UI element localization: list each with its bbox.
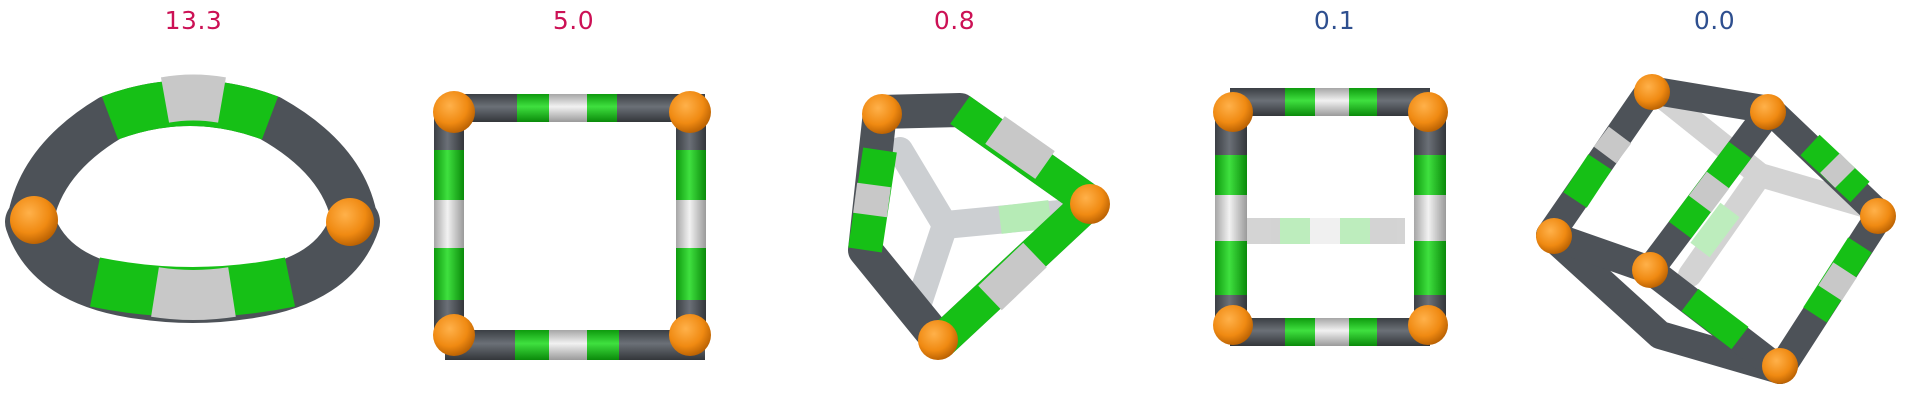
molecule-ring-tilted <box>5 74 380 323</box>
energy-value-label: 0.0 <box>1693 6 1736 35</box>
energy-value-label: 13.3 <box>164 6 223 35</box>
molecule-cube-frame <box>1536 74 1896 384</box>
panel-3: 0.8 <box>764 0 1145 416</box>
energy-value-label: 0.8 <box>933 6 976 35</box>
molecule-triangular-prism <box>848 93 1110 360</box>
molecule-prism-front <box>1213 88 1448 346</box>
panel-4: 0.1 <box>1144 0 1525 416</box>
panel-2: 5.0 <box>383 0 764 416</box>
panel-1: 13.3 <box>3 0 384 416</box>
panel-5: 0.0 <box>1524 0 1905 416</box>
energy-value-label: 5.0 <box>552 6 595 35</box>
energy-value-label: 0.1 <box>1313 6 1356 35</box>
molecule-square-frame <box>433 91 711 360</box>
